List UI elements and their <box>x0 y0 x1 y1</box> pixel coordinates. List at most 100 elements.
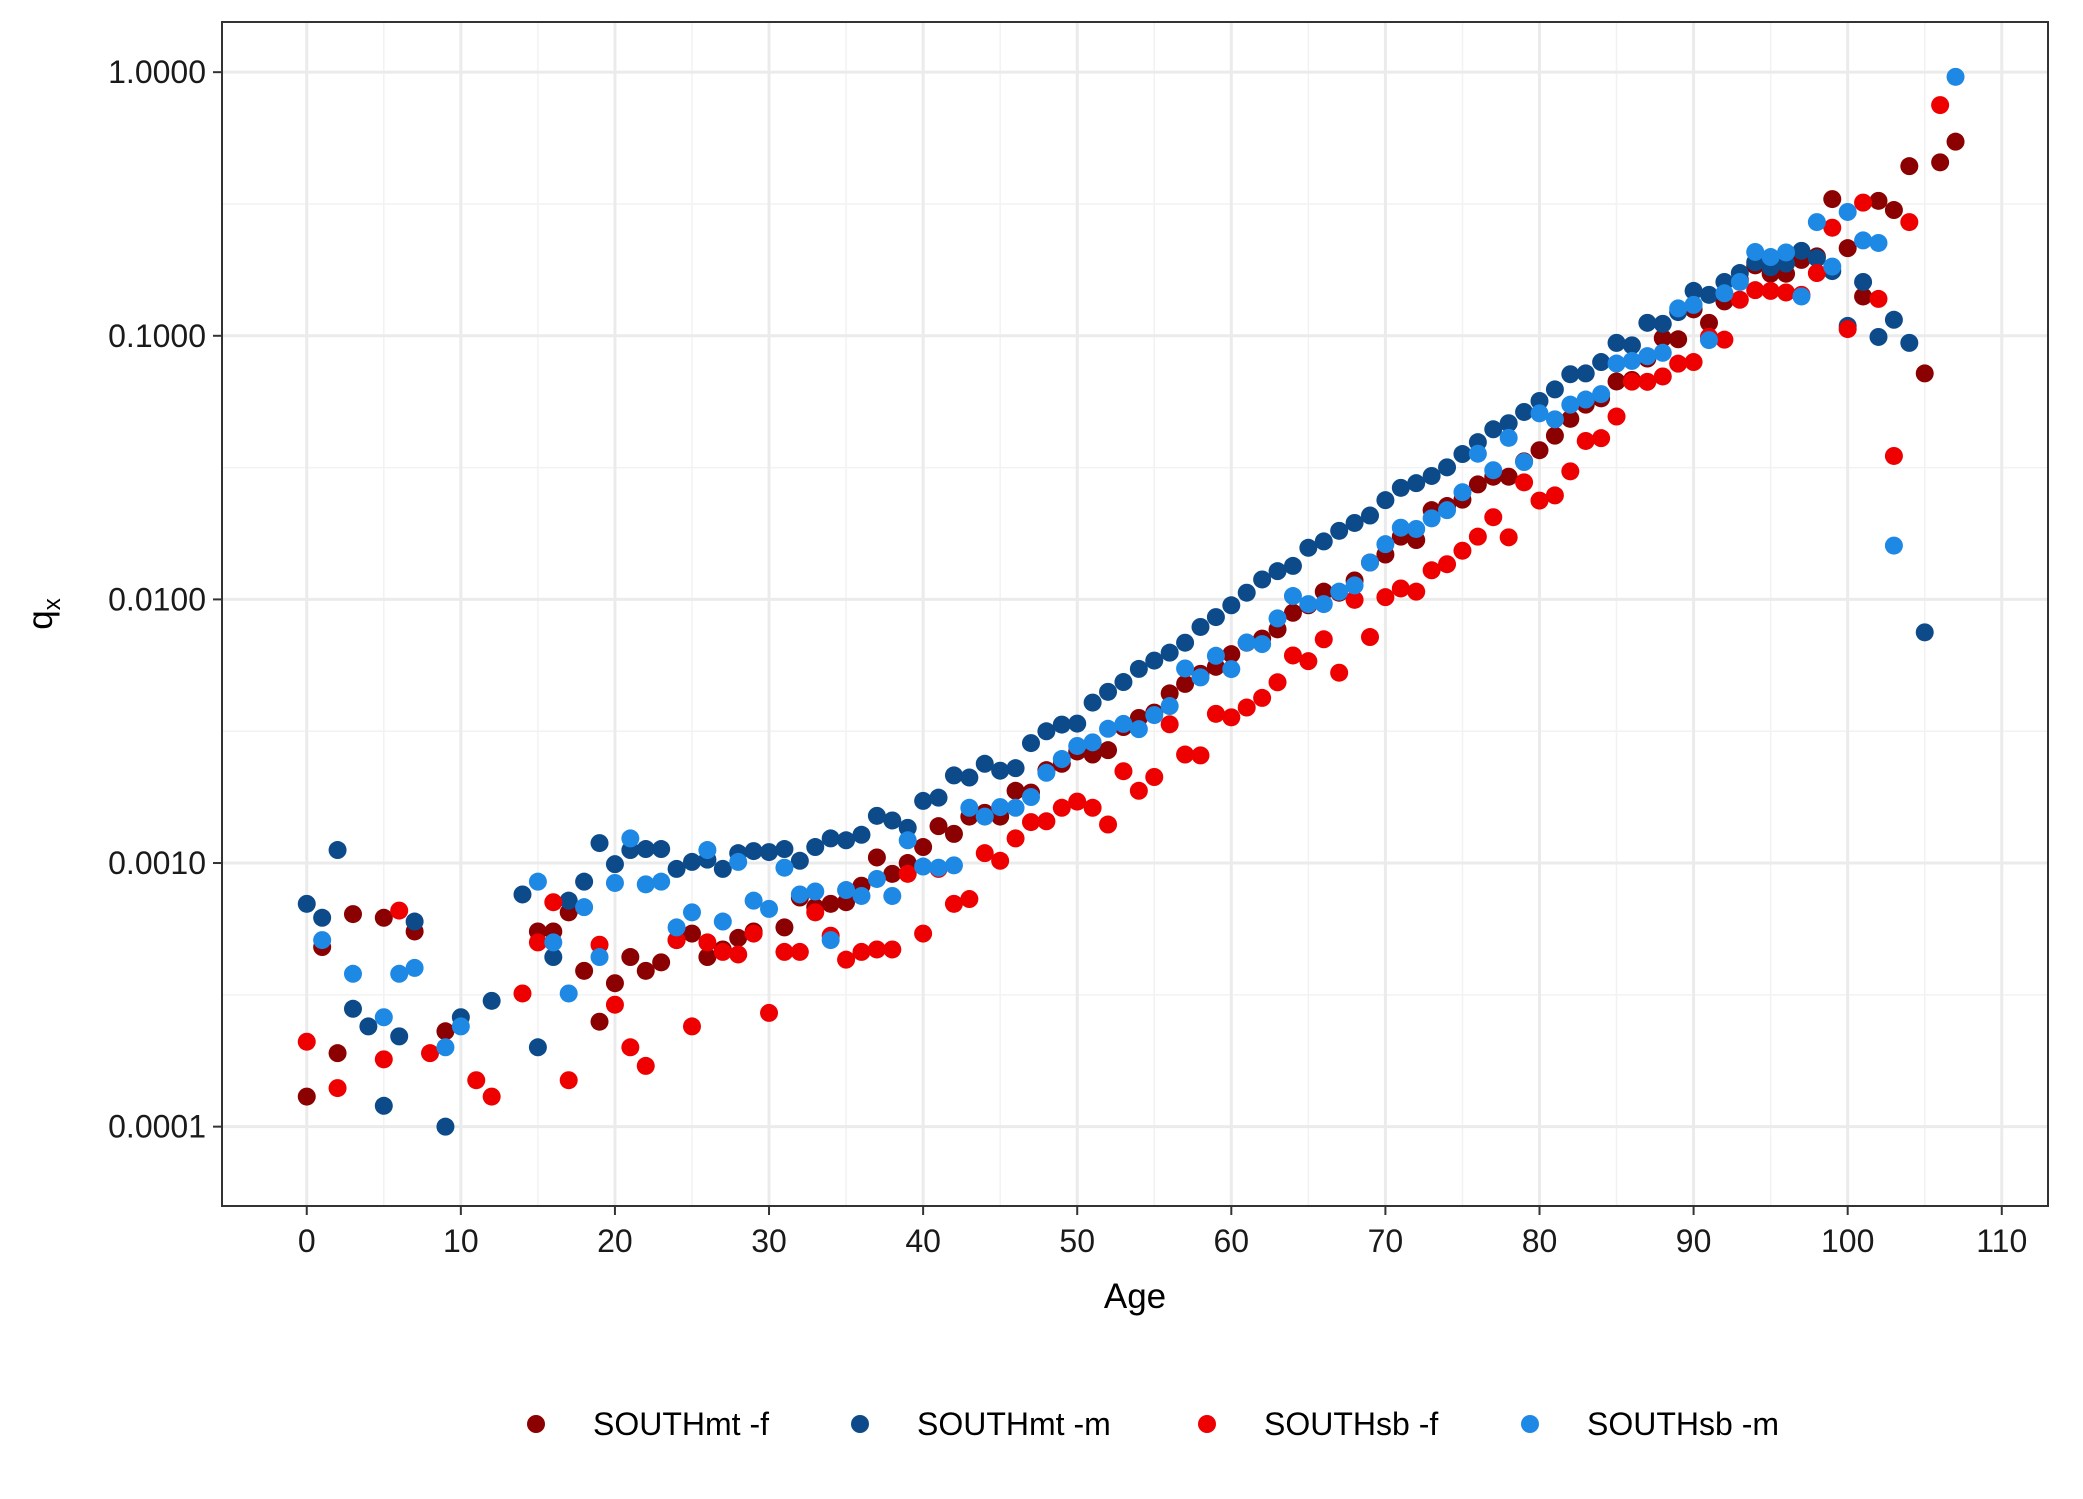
data-point <box>682 903 701 922</box>
data-point <box>1792 287 1811 306</box>
data-point <box>975 754 994 773</box>
data-point <box>1699 313 1718 332</box>
data-point <box>374 908 393 927</box>
data-point <box>821 931 840 950</box>
data-point <box>559 984 578 1003</box>
data-point <box>1376 588 1395 607</box>
data-point <box>960 798 979 817</box>
data-point <box>682 1017 701 1036</box>
x-tick-label: 110 <box>1976 1223 2027 1259</box>
data-point <box>1653 314 1672 333</box>
data-point <box>1807 264 1826 283</box>
data-point <box>898 818 917 837</box>
data-point <box>1052 798 1071 817</box>
x-tick-label: 0 <box>298 1223 316 1259</box>
data-point <box>1438 458 1457 477</box>
data-point <box>1684 281 1703 300</box>
data-point <box>1761 248 1780 267</box>
y-axis-title-main: q <box>21 610 60 629</box>
data-point <box>451 1017 470 1036</box>
data-point <box>1576 390 1595 409</box>
data-point <box>482 991 501 1010</box>
data-point <box>1607 333 1626 352</box>
data-point <box>1299 538 1318 557</box>
data-point <box>1083 798 1102 817</box>
data-point <box>991 798 1010 817</box>
data-point <box>513 885 532 904</box>
y-axis-title-subscript: x <box>39 598 66 610</box>
data-point <box>1453 445 1472 464</box>
data-point <box>713 912 732 931</box>
data-point <box>960 768 979 787</box>
data-point <box>1376 535 1395 554</box>
data-point <box>744 891 763 910</box>
data-point <box>1360 553 1379 572</box>
data-point <box>1330 663 1349 682</box>
data-point <box>1129 720 1148 739</box>
data-point <box>1006 759 1025 778</box>
data-point <box>1052 715 1071 734</box>
data-point <box>374 1008 393 1027</box>
legend-label: SOUTHmt -f <box>593 1406 769 1442</box>
data-point <box>1884 201 1903 220</box>
data-point <box>1669 299 1688 318</box>
data-point <box>1468 475 1487 494</box>
data-point <box>790 851 809 870</box>
data-point <box>1330 521 1349 540</box>
data-point <box>1838 320 1857 339</box>
data-point <box>1068 736 1087 755</box>
data-point <box>806 903 825 922</box>
data-point <box>605 995 624 1014</box>
data-point <box>1052 750 1071 769</box>
data-point <box>1638 372 1657 391</box>
data-point <box>1391 478 1410 497</box>
data-point <box>1884 446 1903 465</box>
data-point <box>1699 285 1718 304</box>
data-point <box>1345 576 1364 595</box>
data-point <box>1314 532 1333 551</box>
data-point <box>1484 508 1503 527</box>
data-point <box>1622 351 1641 370</box>
data-point <box>621 948 640 967</box>
data-point <box>513 984 532 1003</box>
x-tick-label: 10 <box>443 1223 479 1259</box>
legend-key <box>527 1415 545 1433</box>
data-point <box>1037 722 1056 741</box>
data-point <box>1422 509 1441 528</box>
data-point <box>1653 343 1672 362</box>
legend-item: SOUTHsb -f <box>1198 1406 1438 1442</box>
data-point <box>775 918 794 937</box>
data-point <box>343 905 362 924</box>
data-point <box>1884 310 1903 329</box>
data-point <box>1083 733 1102 752</box>
data-point <box>1222 645 1241 664</box>
data-point <box>436 1022 455 1041</box>
data-point <box>1268 673 1287 692</box>
data-point <box>1407 519 1426 538</box>
data-point <box>1900 333 1919 352</box>
y-axis: 0.0001 0.0010 0.0100 0.1000 1.0000 <box>108 54 222 1145</box>
data-point <box>297 1032 316 1051</box>
legend-key <box>1198 1415 1216 1433</box>
data-point <box>1561 395 1580 414</box>
data-point <box>1160 697 1179 716</box>
data-point <box>914 857 933 876</box>
data-point <box>652 953 671 972</box>
data-point <box>1021 734 1040 753</box>
data-point <box>837 950 856 969</box>
data-point <box>929 858 948 877</box>
data-point <box>914 838 933 857</box>
data-point <box>944 766 963 785</box>
data-point <box>590 1012 609 1031</box>
data-point <box>914 924 933 943</box>
data-point <box>374 1050 393 1069</box>
data-point <box>1592 429 1611 448</box>
data-point <box>636 961 655 980</box>
data-point <box>1314 595 1333 614</box>
data-point <box>1869 327 1888 346</box>
series-4 <box>313 67 1965 1057</box>
data-point <box>960 890 979 909</box>
data-point <box>575 898 594 917</box>
data-point <box>1160 684 1179 703</box>
y-tick-label: 0.1000 <box>108 318 206 354</box>
